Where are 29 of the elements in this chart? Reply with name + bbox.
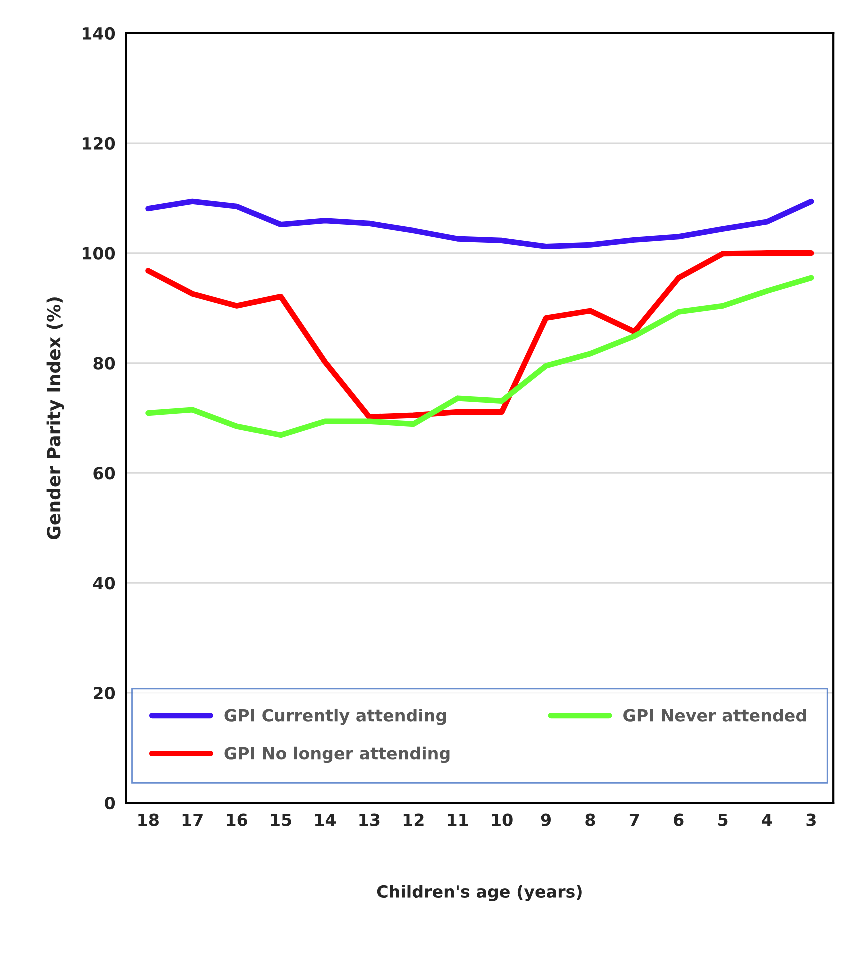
x-tick-label: 12 bbox=[404, 814, 424, 826]
x-tick-label: 11 bbox=[448, 814, 468, 826]
x-tick-label: 15 bbox=[271, 814, 292, 826]
y-tick-label: 20 bbox=[94, 687, 116, 700]
y-tick-label: 120 bbox=[82, 137, 116, 150]
y-tick-label: 60 bbox=[94, 467, 116, 480]
x-tick-label: 7 bbox=[630, 814, 640, 826]
y-axis-title: Gender Parity Index (%) bbox=[46, 298, 64, 540]
x-tick-label: 17 bbox=[182, 814, 203, 826]
x-tick-label: 13 bbox=[360, 814, 380, 826]
x-tick-label: 16 bbox=[227, 814, 248, 826]
y-tick-label: 100 bbox=[82, 247, 116, 260]
x-tick-label: 8 bbox=[586, 814, 596, 826]
x-axis-title: Children's age (years) bbox=[377, 885, 582, 902]
legend-label: GPI Currently attending bbox=[224, 708, 446, 726]
y-tick-label: 40 bbox=[93, 577, 116, 590]
x-tick-label: 14 bbox=[316, 814, 336, 826]
y-tick-label: 140 bbox=[82, 27, 116, 40]
x-tick-label: 18 bbox=[138, 814, 159, 826]
x-tick-label: 10 bbox=[492, 814, 513, 826]
y-tick-label: 80 bbox=[94, 357, 116, 370]
legend-label: GPI No longer attending bbox=[224, 746, 450, 764]
x-tick-label: 6 bbox=[674, 814, 684, 826]
x-tick-label: 3 bbox=[806, 814, 816, 826]
x-tick-label: 9 bbox=[541, 814, 551, 826]
x-tick-label: 4 bbox=[762, 814, 772, 826]
x-tick-label: 5 bbox=[718, 814, 728, 826]
y-tick-label: 0 bbox=[105, 797, 116, 810]
legend-label: GPI Never attended bbox=[624, 708, 806, 722]
